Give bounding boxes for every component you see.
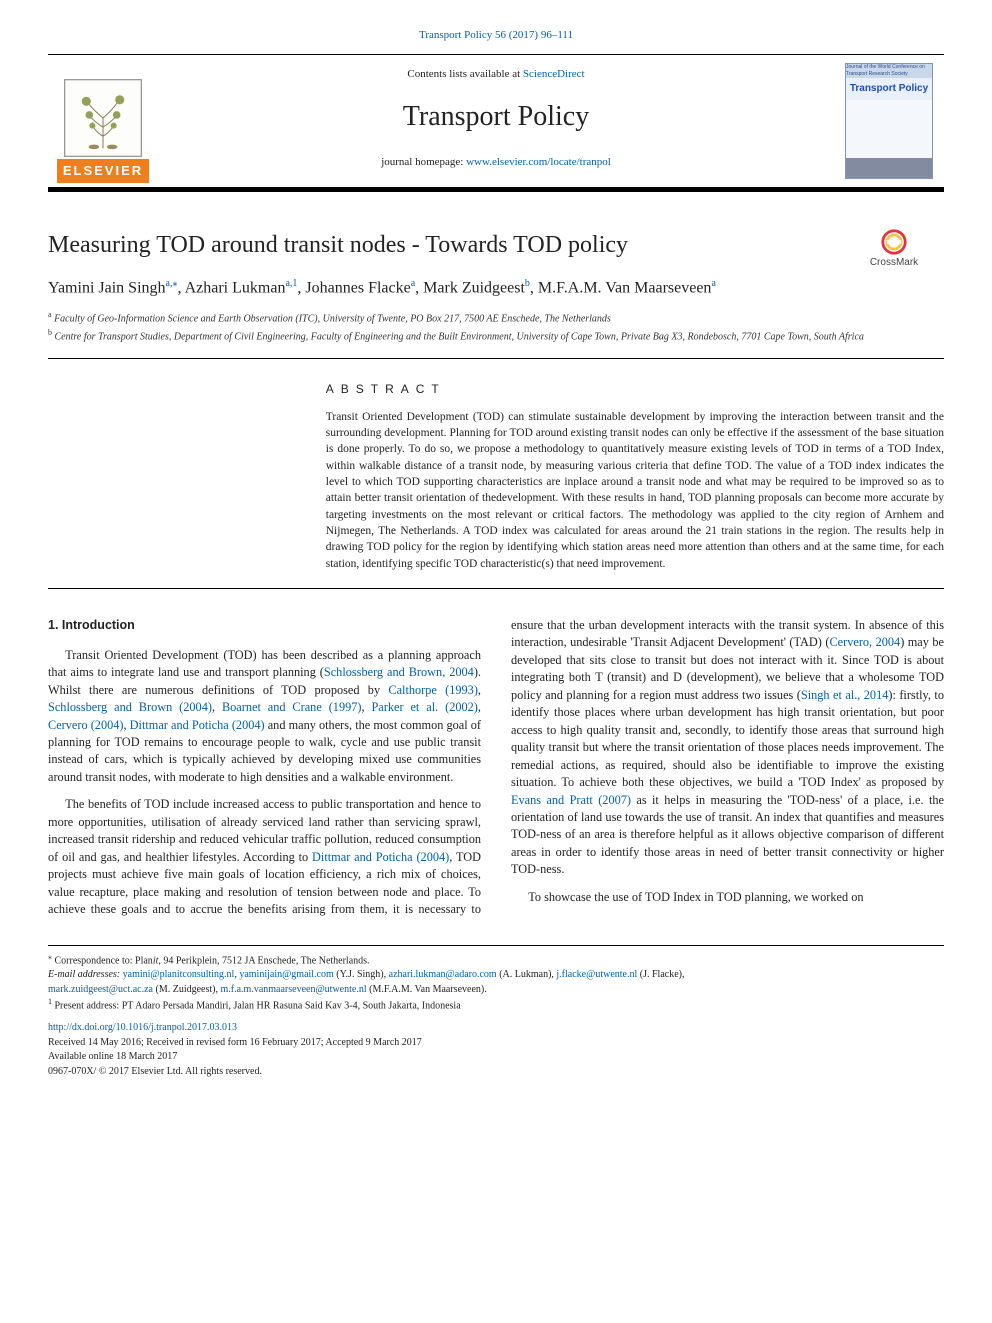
para-3: To showcase the use of TOD Index in TOD … [511, 889, 944, 906]
article-history: Received 14 May 2016; Received in revise… [48, 1036, 944, 1050]
ref-cervero-2004[interactable]: Cervero (2004) [48, 718, 123, 732]
available-online: Available online 18 March 2017 [48, 1050, 944, 1064]
issn-copyright: 0967-070X/ © 2017 Elsevier Ltd. All righ… [48, 1065, 944, 1079]
ref-boarnet-1997[interactable]: Boarnet and Crane (1997) [222, 700, 362, 714]
author-list: Yamini Jain Singha,⁎, Azhari Lukmana,1, … [48, 277, 944, 299]
email-link[interactable]: yamini@planitconsulting.nl [123, 969, 235, 980]
abstract-heading: ABSTRACT [326, 381, 944, 398]
abstract-text: Transit Oriented Development (TOD) can s… [326, 409, 944, 572]
sciencedirect-link[interactable]: ScienceDirect [523, 68, 585, 80]
author: M.F.A.M. Van Maarseveen [538, 279, 712, 296]
author: Azhari Lukman [185, 279, 286, 296]
para-1: Transit Oriented Development (TOD) has b… [48, 647, 481, 787]
author: Mark Zuidgeest [423, 279, 525, 296]
body-section: 1. Introduction Transit Oriented Develop… [48, 617, 944, 919]
contents-available-line: Contents lists available at ScienceDirec… [158, 67, 834, 83]
header-center: Contents lists available at ScienceDirec… [158, 55, 834, 187]
email-label: E-mail addresses: [48, 969, 123, 980]
crossmark-widget[interactable]: CrossMark [844, 228, 944, 271]
article-header: CrossMark Measuring TOD around transit n… [48, 228, 944, 359]
cover-title: Transport Policy [846, 78, 932, 101]
ref-singh-2014[interactable]: Singh et al., 2014 [801, 688, 889, 702]
article-title: Measuring TOD around transit nodes - Tow… [48, 228, 944, 263]
ref-cervero-2004b[interactable]: Cervero, 2004 [829, 635, 900, 649]
cover-thumbnail[interactable]: Journal of the World Conference on Trans… [845, 63, 933, 179]
journal-name: Transport Policy [158, 97, 834, 138]
email-link[interactable]: mark.zuidgeest@uct.ac.za [48, 984, 153, 995]
homepage-link[interactable]: www.elsevier.com/locate/tranpol [466, 156, 611, 168]
ref-calthorpe-1993[interactable]: Calthorpe (1993) [388, 683, 478, 697]
cover-topstrip: Journal of the World Conference on Trans… [846, 64, 932, 78]
doi-link[interactable]: http://dx.doi.org/10.1016/j.tranpol.2017… [48, 1022, 237, 1033]
cover-body [846, 100, 932, 158]
author-affil-link[interactable]: a [711, 278, 715, 289]
email-link[interactable]: azhari.lukman@adaro.com [389, 969, 497, 980]
affiliation: b Centre for Transport Studies, Departme… [48, 327, 944, 345]
homepage-prefix: journal homepage: [381, 156, 466, 168]
section-heading-intro: 1. Introduction [48, 617, 481, 635]
ref-schlossberg-2004[interactable]: Schlossberg and Brown, 2004 [324, 665, 474, 679]
present-address-note: 1 Present address: PT Adaro Persada Mand… [48, 997, 944, 1013]
email-addresses-line1: E-mail addresses: yamini@planitconsultin… [48, 968, 944, 982]
correspondence-note: ⁎ Correspondence to: Planit, 94 Perikple… [48, 952, 944, 968]
ref-dittmar-2004[interactable]: Dittmar and Poticha (2004) [130, 718, 265, 732]
author-affil-link[interactable]: a,1 [285, 278, 297, 289]
author-affil-link[interactable]: b [525, 278, 530, 289]
affiliation: a Faculty of Geo-Information Science and… [48, 309, 944, 327]
affiliations: a Faculty of Geo-Information Science and… [48, 309, 944, 360]
author-affil-link[interactable]: a [411, 278, 415, 289]
corr-symbol: ⁎ [48, 952, 52, 961]
publisher-logo-block: ELSEVIER [48, 55, 158, 187]
journal-header: ELSEVIER Contents lists available at Sci… [48, 54, 944, 192]
ref-parker-2002[interactable]: Parker et al. (2002) [371, 700, 477, 714]
cover-thumbnail-block: Journal of the World Conference on Trans… [834, 55, 944, 187]
doi-link-row: http://dx.doi.org/10.1016/j.tranpol.2017… [48, 1021, 944, 1035]
crossmark-label: CrossMark [870, 256, 918, 271]
crossmark-icon [880, 228, 908, 256]
cover-bottom [846, 158, 932, 178]
body-two-col: 1. Introduction Transit Oriented Develop… [48, 617, 944, 919]
email-link[interactable]: j.flacke@utwente.nl [556, 969, 637, 980]
contents-prefix: Contents lists available at [407, 68, 522, 80]
abstract-block: ABSTRACT Transit Oriented Development (T… [48, 367, 944, 589]
ref-dittmar-2004b[interactable]: Dittmar and Poticha (2004) [312, 850, 449, 864]
abstract-right: ABSTRACT Transit Oriented Development (T… [326, 381, 944, 572]
email-addresses-line2: mark.zuidgeest@uct.ac.za (M. Zuidgeest),… [48, 983, 944, 997]
author: Yamini Jain Singh [48, 279, 166, 296]
abstract-left-spacer [48, 381, 326, 572]
elsevier-tree-logo [64, 79, 142, 157]
ref-schlossberg-2004b[interactable]: Schlossberg and Brown (2004) [48, 700, 212, 714]
journal-ref-link[interactable]: Transport Policy 56 (2017) 96–111 [419, 29, 573, 41]
footnotes: ⁎ Correspondence to: Planit, 94 Perikple… [48, 945, 944, 1079]
journal-reference-top: Transport Policy 56 (2017) 96–111 [48, 28, 944, 44]
ref-evans-2007[interactable]: Evans and Pratt (2007) [511, 793, 631, 807]
author-affil-link[interactable]: a,⁎ [166, 278, 178, 289]
publisher-name: ELSEVIER [57, 159, 149, 183]
author: Johannes Flacke [305, 279, 410, 296]
homepage-line: journal homepage: www.elsevier.com/locat… [158, 155, 834, 171]
email-link[interactable]: m.f.a.m.vanmaarseveen@utwente.nl [221, 984, 367, 995]
email-link[interactable]: yaminijain@gmail.com [239, 969, 333, 980]
